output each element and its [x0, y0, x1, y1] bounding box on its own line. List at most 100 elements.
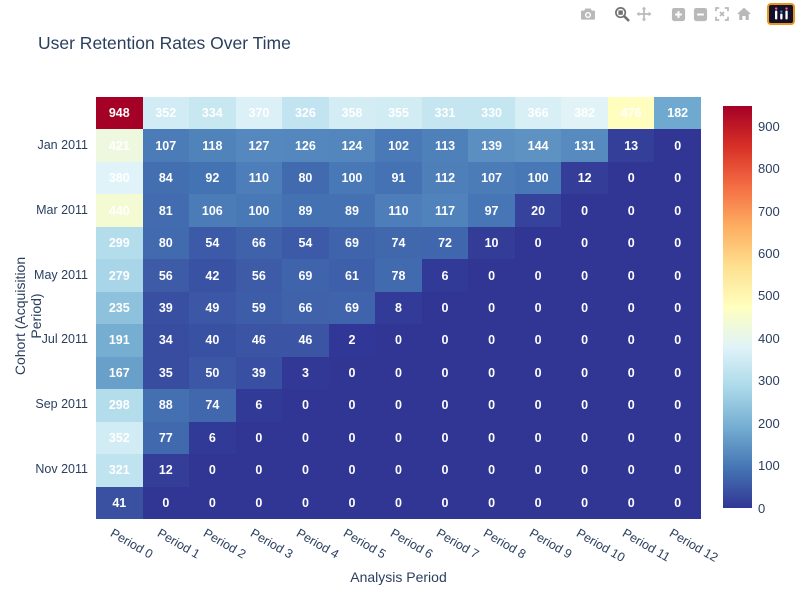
heatmap-cell[interactable]: 0: [561, 389, 608, 422]
heatmap-cell[interactable]: 61: [328, 259, 376, 292]
heatmap-cell[interactable]: 182: [654, 97, 701, 130]
heatmap-cell[interactable]: 56: [235, 259, 283, 292]
heatmap-cell[interactable]: 0: [514, 486, 562, 519]
heatmap-cell[interactable]: 0: [561, 486, 608, 519]
heatmap-cell[interactable]: 0: [654, 389, 701, 422]
heatmap-cell[interactable]: 326: [282, 97, 329, 130]
heatmap-cell[interactable]: 6: [189, 421, 236, 455]
heatmap-cell[interactable]: 0: [561, 454, 608, 487]
heatmap-cell[interactable]: 0: [468, 356, 515, 390]
heatmap-cell[interactable]: 6: [235, 389, 283, 422]
heatmap-cell[interactable]: 0: [421, 291, 469, 325]
heatmap-cell[interactable]: 0: [514, 454, 562, 487]
heatmap-cell[interactable]: 77: [142, 421, 190, 455]
heatmap-cell[interactable]: 112: [421, 161, 469, 195]
heatmap-cell[interactable]: 81: [142, 194, 190, 227]
heatmap-cell[interactable]: 0: [282, 454, 329, 487]
heatmap-cell[interactable]: 0: [654, 129, 701, 162]
heatmap-cell[interactable]: 41: [96, 486, 143, 519]
heatmap-cell[interactable]: 34: [142, 324, 190, 357]
heatmap-cell[interactable]: 0: [654, 454, 701, 487]
heatmap-cell[interactable]: 0: [607, 291, 655, 325]
heatmap-cell[interactable]: 49: [189, 291, 236, 325]
heatmap-cell[interactable]: 42: [189, 259, 236, 292]
heatmap-cell[interactable]: 66: [282, 291, 329, 325]
heatmap-cell[interactable]: 0: [235, 421, 283, 455]
heatmap-plot-area[interactable]: 948 352 334 370 326 358 355 331 330 366 382 476 182 4…: [96, 97, 701, 519]
heatmap-cell[interactable]: 0: [375, 421, 422, 455]
heatmap-cell[interactable]: 80: [282, 161, 329, 195]
heatmap-cell[interactable]: 440: [96, 194, 143, 227]
heatmap-cell[interactable]: 3: [282, 356, 329, 390]
heatmap-cell[interactable]: 74: [375, 226, 422, 260]
heatmap-cell[interactable]: 0: [421, 421, 469, 455]
heatmap-cell[interactable]: 0: [514, 356, 562, 390]
heatmap-cell[interactable]: 0: [328, 454, 376, 487]
heatmap-cell[interactable]: 88: [142, 389, 190, 422]
heatmap-cell[interactable]: 0: [421, 389, 469, 422]
heatmap-cell[interactable]: 110: [375, 194, 422, 227]
heatmap-cell[interactable]: 50: [189, 356, 236, 390]
heatmap-cell[interactable]: 0: [282, 389, 329, 422]
pan-mode-button[interactable]: [633, 4, 655, 24]
heatmap-cell[interactable]: 0: [607, 389, 655, 422]
heatmap-cell[interactable]: 10: [468, 226, 515, 260]
heatmap-cell[interactable]: 0: [654, 421, 701, 455]
heatmap-cell[interactable]: 0: [235, 454, 283, 487]
heatmap-cell[interactable]: 92: [189, 161, 236, 195]
heatmap-cell[interactable]: 106: [189, 194, 236, 227]
heatmap-cell[interactable]: 80: [142, 226, 190, 260]
heatmap-cell[interactable]: 380: [96, 161, 143, 195]
heatmap-cell[interactable]: 0: [561, 291, 608, 325]
heatmap-cell[interactable]: 279: [96, 259, 143, 292]
heatmap-cell[interactable]: 0: [654, 161, 701, 195]
heatmap-cell[interactable]: 0: [421, 356, 469, 390]
heatmap-cell[interactable]: 0: [468, 259, 515, 292]
heatmap-cell[interactable]: 331: [421, 97, 469, 130]
heatmap-cell[interactable]: 69: [328, 226, 376, 260]
heatmap-cell[interactable]: 110: [235, 161, 283, 195]
heatmap-cell[interactable]: 12: [142, 454, 190, 487]
heatmap-cell[interactable]: 0: [468, 389, 515, 422]
heatmap-cell[interactable]: 0: [235, 486, 283, 519]
heatmap-cell[interactable]: 56: [142, 259, 190, 292]
heatmap-cell[interactable]: 235: [96, 291, 143, 325]
heatmap-cell[interactable]: 948: [96, 97, 143, 130]
heatmap-cell[interactable]: 352: [142, 97, 190, 130]
heatmap-cell[interactable]: 0: [468, 324, 515, 357]
heatmap-cell[interactable]: 59: [235, 291, 283, 325]
heatmap-cell[interactable]: 355: [375, 97, 422, 130]
heatmap-cell[interactable]: 0: [514, 291, 562, 325]
heatmap-cell[interactable]: 0: [468, 454, 515, 487]
heatmap-cell[interactable]: 0: [561, 194, 608, 227]
heatmap-cell[interactable]: 0: [189, 486, 236, 519]
heatmap-cell[interactable]: 0: [654, 356, 701, 390]
zoom-in-button[interactable]: [667, 4, 689, 24]
heatmap-cell[interactable]: 0: [607, 324, 655, 357]
heatmap-cell[interactable]: 6: [421, 259, 469, 292]
heatmap-cell[interactable]: 0: [607, 356, 655, 390]
heatmap-cell[interactable]: 0: [421, 324, 469, 357]
heatmap-cell[interactable]: 118: [189, 129, 236, 162]
heatmap-cell[interactable]: 0: [561, 356, 608, 390]
heatmap-cell[interactable]: 0: [468, 291, 515, 325]
heatmap-cell[interactable]: 89: [328, 194, 376, 227]
heatmap-cell[interactable]: 366: [514, 97, 562, 130]
heatmap-cell[interactable]: 0: [514, 259, 562, 292]
heatmap-cell[interactable]: 0: [607, 226, 655, 260]
heatmap-cell[interactable]: 0: [561, 421, 608, 455]
heatmap-cell[interactable]: 46: [282, 324, 329, 357]
heatmap-cell[interactable]: 299: [96, 226, 143, 260]
heatmap-cell[interactable]: 66: [235, 226, 283, 260]
heatmap-cell[interactable]: 20: [514, 194, 562, 227]
heatmap-cell[interactable]: 0: [607, 421, 655, 455]
heatmap-cell[interactable]: 54: [282, 226, 329, 260]
heatmap-cell[interactable]: 40: [189, 324, 236, 357]
heatmap-cell[interactable]: 100: [235, 194, 283, 227]
heatmap-cell[interactable]: 54: [189, 226, 236, 260]
heatmap-cell[interactable]: 74: [189, 389, 236, 422]
heatmap-cell[interactable]: 91: [375, 161, 422, 195]
heatmap-cell[interactable]: 476: [607, 97, 655, 130]
heatmap-cell[interactable]: 100: [328, 161, 376, 195]
heatmap-cell[interactable]: 0: [607, 454, 655, 487]
